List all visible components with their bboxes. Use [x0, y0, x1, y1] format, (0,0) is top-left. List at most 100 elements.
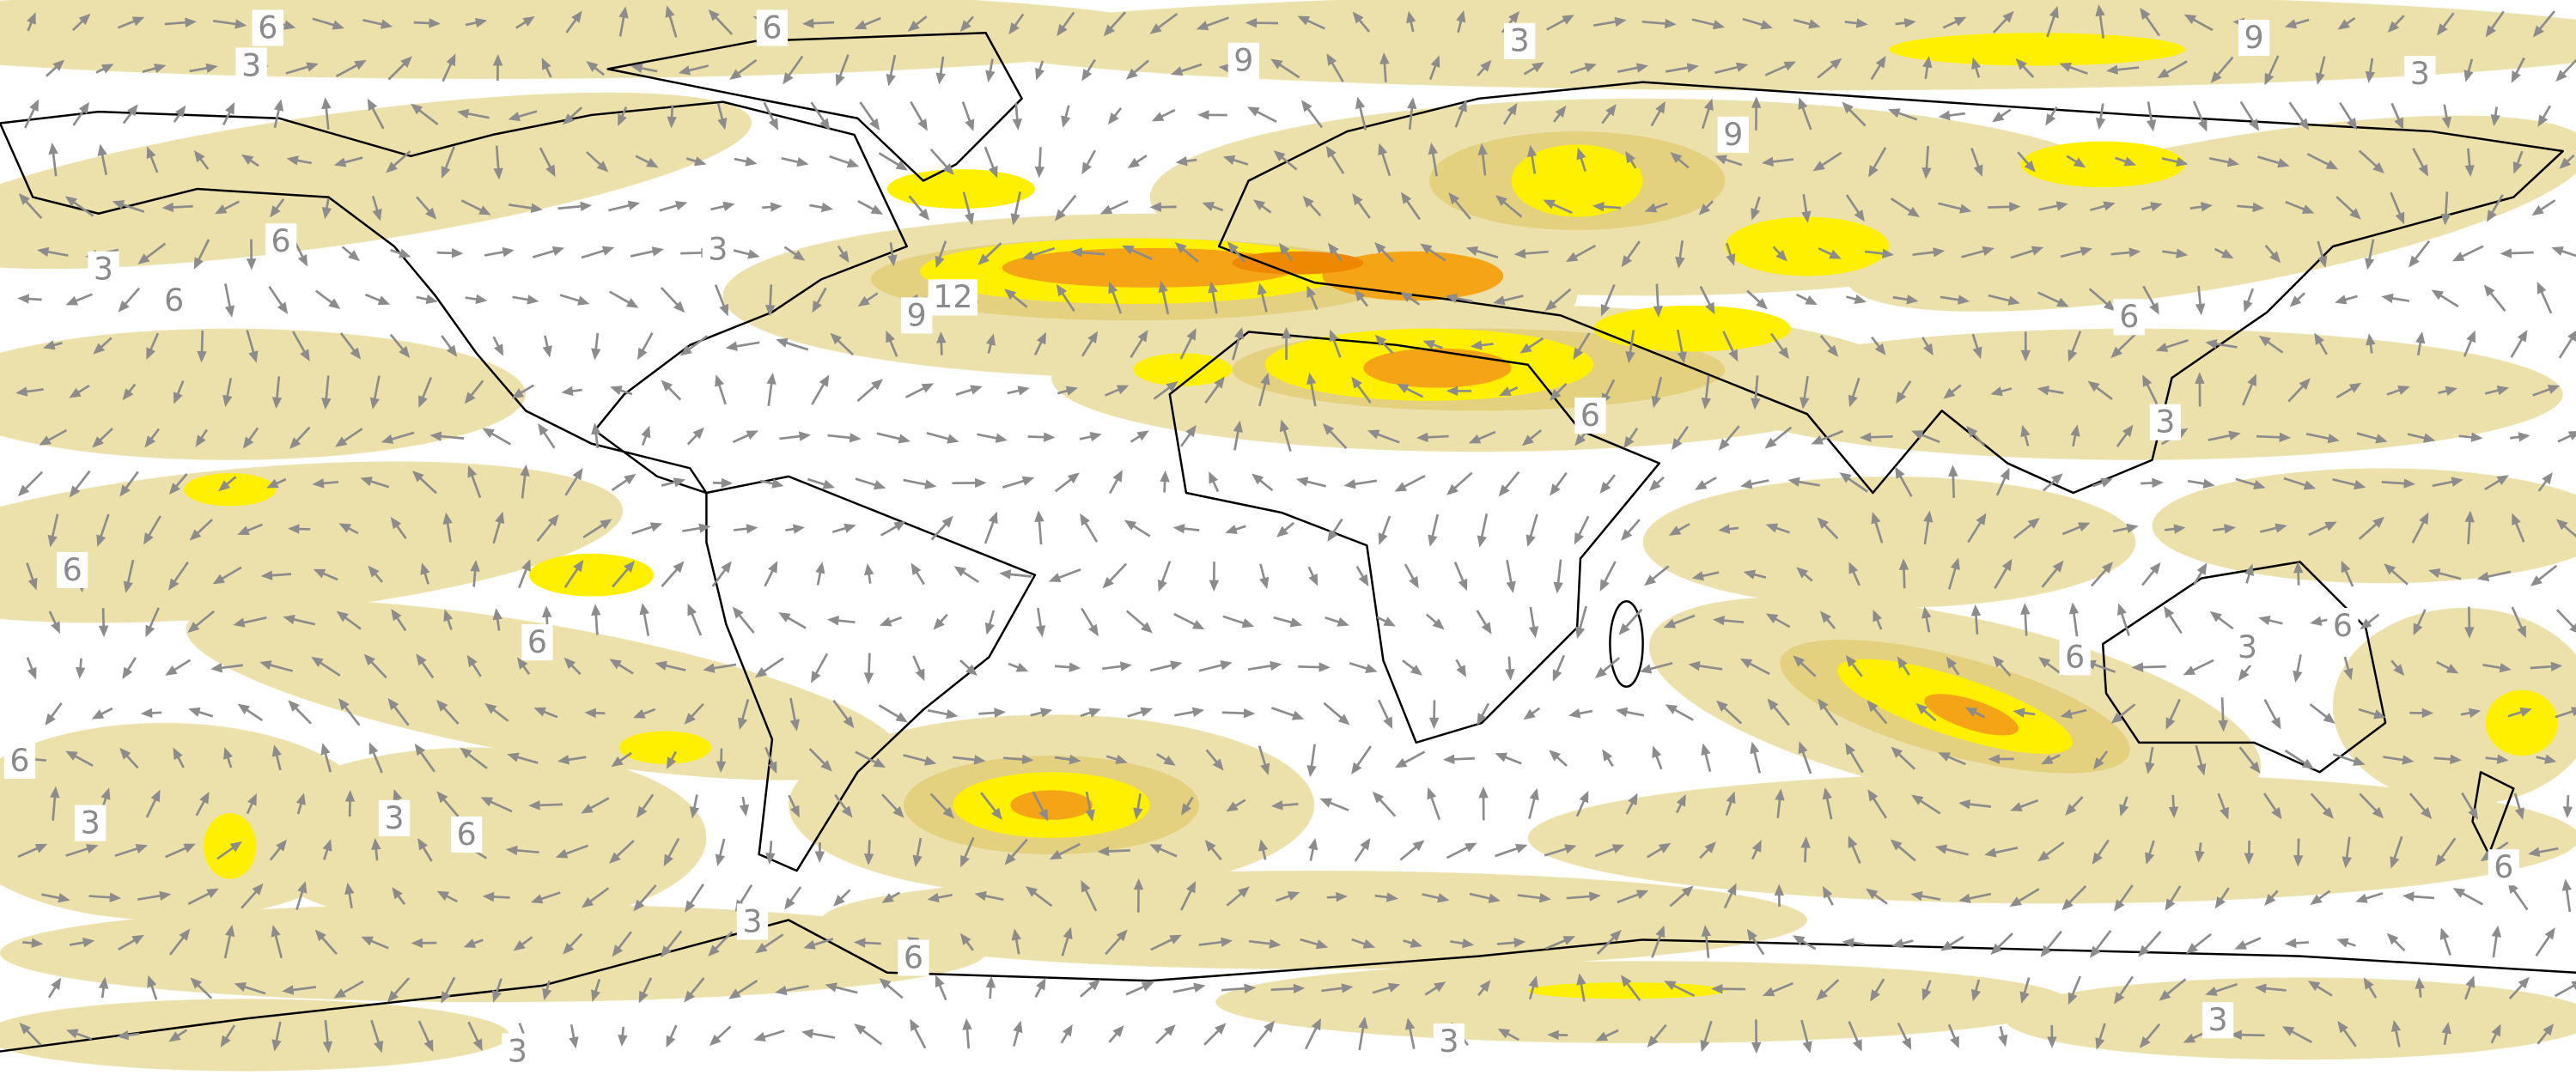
vector-head: [2402, 891, 2415, 902]
wind-vector: [1151, 108, 1176, 122]
wind-vector: [413, 18, 441, 28]
vector-head: [1621, 255, 1632, 268]
vector-head: [1209, 580, 1220, 592]
wind-vector: [776, 337, 809, 351]
wind-vector: [564, 468, 583, 496]
vector-head: [1013, 1020, 1023, 1034]
wind-vector: [1321, 983, 1354, 993]
wind-vector: [341, 246, 361, 262]
wind-vector: [591, 604, 601, 635]
vector-head: [1793, 655, 1806, 667]
wind-vector: [2009, 888, 2040, 908]
vector-head: [2131, 662, 2144, 672]
vector-head: [1089, 431, 1102, 442]
vector-head: [1034, 166, 1045, 179]
wind-vector: [2390, 1019, 2402, 1048]
vector-head: [2441, 1022, 2451, 1035]
vector-head: [1778, 346, 1789, 360]
wind-vector: [1549, 750, 1568, 768]
contour-label-text: 9: [907, 296, 927, 333]
vector-head: [1394, 482, 1407, 492]
vector-head: [521, 559, 531, 572]
wind-vector: [1379, 52, 1390, 82]
vector-head: [75, 666, 86, 679]
wind-vector: [1528, 975, 1538, 1000]
wind-vector: [2116, 424, 2134, 447]
wind-vector: [555, 844, 589, 859]
wind-vector: [1870, 56, 1886, 81]
vector-head: [1842, 938, 1854, 948]
vector-head: [2284, 19, 2298, 29]
wind-vector: [711, 561, 732, 587]
vector-head: [137, 253, 150, 264]
vector-head: [1036, 331, 1046, 345]
vector-head: [2322, 806, 2334, 819]
vector-head: [1048, 573, 1062, 583]
vector-head: [768, 561, 778, 574]
vector-head: [252, 883, 264, 896]
wind-vector: [835, 54, 850, 87]
contour-label-text: 6: [2333, 607, 2353, 644]
vector-head: [1279, 242, 1290, 255]
wind-vector: [212, 566, 242, 585]
wind-vector: [2013, 518, 2040, 539]
vector-head: [210, 663, 223, 673]
wind-vector: [2314, 332, 2329, 355]
wind-vector: [618, 6, 629, 37]
wind-vector: [2358, 516, 2385, 540]
vector-head: [1866, 888, 1879, 900]
wind-vector: [137, 890, 172, 902]
wind-vector: [165, 843, 196, 859]
vector-head: [768, 118, 779, 131]
vector-head: [641, 425, 651, 439]
vector-head: [2275, 523, 2287, 533]
vector-head: [2123, 156, 2136, 167]
vector-head: [463, 938, 477, 948]
vector-head: [1718, 438, 1730, 451]
vector-head: [2024, 160, 2036, 173]
contour-label: 6: [2327, 607, 2359, 645]
wind-vector: [112, 200, 145, 213]
wind-vector: [2287, 378, 2311, 403]
wind-vector: [2187, 478, 2215, 489]
vector-head: [2335, 295, 2348, 305]
wind-vector: [2141, 202, 2163, 212]
vector-head: [2196, 762, 2207, 776]
wind-vector: [581, 246, 615, 259]
vector-head: [1663, 618, 1677, 629]
wind-vector: [1133, 878, 1144, 913]
vector-head: [1112, 470, 1123, 483]
wind-vector: [1394, 750, 1426, 768]
vector-head: [1972, 346, 1982, 360]
vector-head: [368, 742, 379, 756]
wind-vector: [118, 934, 144, 951]
vector-head: [472, 1038, 483, 1052]
wind-vector: [187, 610, 216, 634]
vector-head: [2355, 893, 2368, 903]
wind-vector: [1688, 660, 1723, 671]
vector-head: [910, 1018, 920, 1032]
wind-vector: [2038, 201, 2068, 211]
wind-vector: [764, 746, 777, 774]
wind-vector: [1994, 558, 2013, 589]
vector-head: [2476, 571, 2490, 582]
wind-vector: [1469, 892, 1501, 903]
wind-vector: [1845, 654, 1863, 677]
vector-head: [936, 331, 947, 343]
vector-head: [1087, 331, 1099, 343]
wind-vector: [1209, 562, 1220, 592]
vector-head: [1287, 891, 1300, 901]
wind-vector: [1544, 844, 1577, 857]
wind-vector: [2263, 699, 2281, 730]
wind-vector: [195, 428, 208, 447]
vector-head: [354, 59, 367, 70]
wind-vector: [212, 19, 247, 29]
vector-head: [1122, 245, 1135, 255]
wind-vector: [2262, 793, 2282, 820]
wind-vector: [291, 331, 310, 361]
vector-head: [2464, 627, 2475, 639]
vector-head: [1966, 426, 1978, 438]
vector-head: [492, 54, 503, 66]
vector-head: [796, 156, 809, 167]
vector-head: [2468, 708, 2482, 718]
